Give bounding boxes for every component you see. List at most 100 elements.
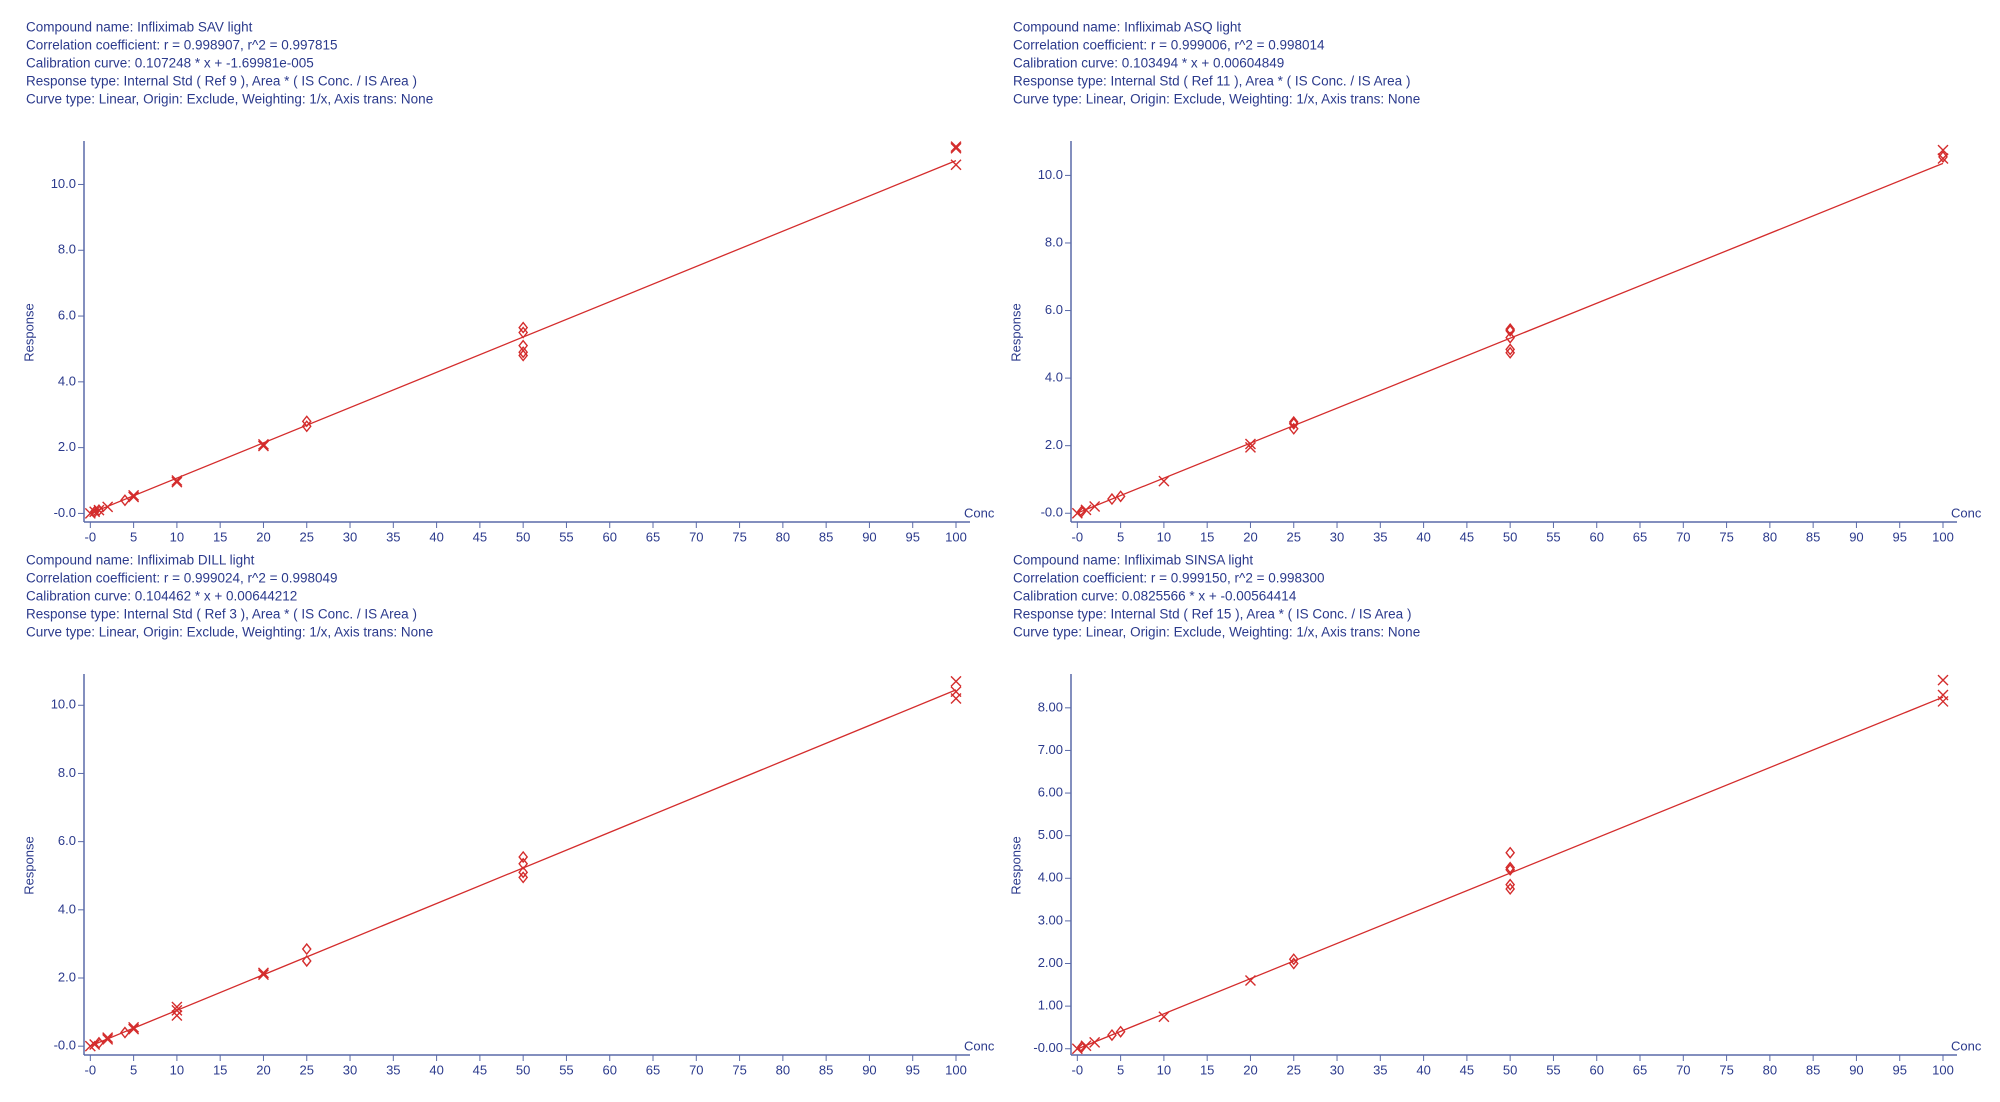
y-tick-label: 2.0 <box>58 439 76 454</box>
x-tick-label: 70 <box>1676 1062 1690 1077</box>
header-line: Compound name: Infliximab SINSA light <box>1013 553 1253 568</box>
x-tick-label: 85 <box>819 529 833 544</box>
header-line: Correlation coefficient: r = 0.999024, r… <box>26 571 338 586</box>
x-tick-label: 90 <box>1849 529 1863 544</box>
diamond-marker <box>1505 863 1516 876</box>
x-tick-label: 80 <box>776 529 790 544</box>
diamond-marker <box>518 850 529 864</box>
header-line: Correlation coefficient: r = 0.998907, r… <box>26 38 338 53</box>
x-tick-label: 50 <box>1503 529 1517 544</box>
x-tick-label: 25 <box>1287 1062 1301 1077</box>
y-tick-label: 10.0 <box>1038 167 1063 182</box>
header-line: Curve type: Linear, Origin: Exclude, Wei… <box>26 92 433 107</box>
diamond-marker <box>1288 415 1299 429</box>
x-tick-label: 60 <box>602 1062 616 1077</box>
y-tick-label: -0.0 <box>54 505 76 520</box>
diamond-marker <box>1505 324 1516 337</box>
diamond-marker <box>518 871 529 884</box>
fit-line <box>1077 162 1944 514</box>
x-tick-label: 30 <box>1330 1062 1344 1077</box>
x-tick-label: 30 <box>343 1062 357 1077</box>
y-tick-label: 4.00 <box>1038 870 1063 885</box>
x-tick-label: 100 <box>945 1062 967 1077</box>
x-tick-label: 65 <box>1633 1062 1647 1077</box>
header-line: Response type: Internal Std ( Ref 11 ), … <box>1013 74 1410 89</box>
header-line: Correlation coefficient: r = 0.999150, r… <box>1013 571 1325 586</box>
x-tick-label: 40 <box>1416 1062 1430 1077</box>
x-tick-label: 20 <box>256 529 270 544</box>
header-line: Response type: Internal Std ( Ref 9 ), A… <box>26 74 417 89</box>
x-tick-label: 60 <box>1589 529 1603 544</box>
x-tick-label: -0 <box>85 1062 97 1077</box>
x-tick-label: 65 <box>1633 529 1647 544</box>
x-tick-label: 25 <box>300 529 314 544</box>
y-tick-label: 10.0 <box>51 176 76 191</box>
header-line: Correlation coefficient: r = 0.999006, r… <box>1013 38 1325 53</box>
diamond-marker <box>301 954 312 968</box>
x-tick-label: 45 <box>473 1062 487 1077</box>
y-tick-label: 2.0 <box>1045 437 1063 452</box>
diamond-marker <box>1505 331 1516 344</box>
x-tick-label: 80 <box>1763 529 1777 544</box>
x-tick-label: 10 <box>1157 1062 1171 1077</box>
y-tick-label: -0.00 <box>1033 1040 1063 1055</box>
y-tick-label: -0.0 <box>54 1038 76 1053</box>
x-tick-label: 20 <box>256 1062 270 1077</box>
y-axis-label: Response <box>21 836 36 895</box>
y-tick-label: 6.0 <box>58 833 76 848</box>
diamond-marker <box>1505 346 1516 359</box>
diamond-marker <box>518 346 529 359</box>
y-tick-label: 6.00 <box>1038 784 1063 799</box>
x-tick-label: 75 <box>732 1062 746 1077</box>
x-tick-label: 50 <box>1503 1062 1517 1077</box>
x-axis-label: Conc <box>964 1038 995 1053</box>
x-tick-label: 10 <box>170 1062 184 1077</box>
x-tick-label: -0 <box>1072 529 1084 544</box>
x-tick-label: 5 <box>130 529 137 544</box>
x-tick-label: 25 <box>1287 529 1301 544</box>
x-tick-label: 65 <box>646 1062 660 1077</box>
x-tick-label: 5 <box>1117 1062 1124 1077</box>
x-tick-label: 90 <box>862 1062 876 1077</box>
x-tick-label: -0 <box>1072 1062 1084 1077</box>
diamond-marker <box>1938 150 1948 163</box>
y-axis-label: Response <box>1008 303 1023 362</box>
x-tick-label: 20 <box>1243 529 1257 544</box>
x-tick-label: 35 <box>1373 1062 1387 1077</box>
diamond-marker <box>518 866 529 879</box>
y-tick-label: 8.0 <box>58 242 76 257</box>
x-tick-label: 70 <box>1676 529 1690 544</box>
x-marker <box>102 1032 114 1044</box>
y-tick-label: 6.0 <box>1045 302 1063 317</box>
y-tick-label: 6.0 <box>58 307 76 322</box>
x-tick-label: 15 <box>1200 1062 1214 1077</box>
x-tick-label: 30 <box>343 529 357 544</box>
header-line: Compound name: Infliximab DILL light <box>26 553 255 568</box>
diamond-marker <box>1288 953 1299 966</box>
fit-line <box>90 160 957 515</box>
x-tick-label: 100 <box>945 529 967 544</box>
x-tick-label: 65 <box>646 529 660 544</box>
x-marker <box>128 491 140 503</box>
x-tick-label: 35 <box>386 529 400 544</box>
x-tick-label: 60 <box>602 529 616 544</box>
x-marker <box>171 1001 183 1013</box>
x-tick-label: 35 <box>386 1062 400 1077</box>
diamond-marker <box>518 857 529 870</box>
diamond-marker <box>301 942 312 956</box>
y-tick-label: 4.0 <box>1045 370 1063 385</box>
x-axis-label: Conc <box>1951 1038 1982 1053</box>
x-tick-label: 35 <box>1373 529 1387 544</box>
y-tick-label: 7.00 <box>1038 742 1063 757</box>
y-tick-label: 2.0 <box>58 969 76 984</box>
x-marker <box>128 1021 140 1033</box>
x-tick-label: -0 <box>85 529 97 544</box>
chart-panel: Compound name: Infliximab SINSA light Cor… <box>1008 553 1981 1078</box>
x-tick-label: 45 <box>1460 1062 1474 1077</box>
x-marker <box>1937 144 1949 156</box>
x-tick-label: 95 <box>905 1062 919 1077</box>
x-axis-label: Conc <box>1951 505 1982 520</box>
x-tick-label: 30 <box>1330 529 1344 544</box>
x-marker <box>1158 1011 1170 1023</box>
